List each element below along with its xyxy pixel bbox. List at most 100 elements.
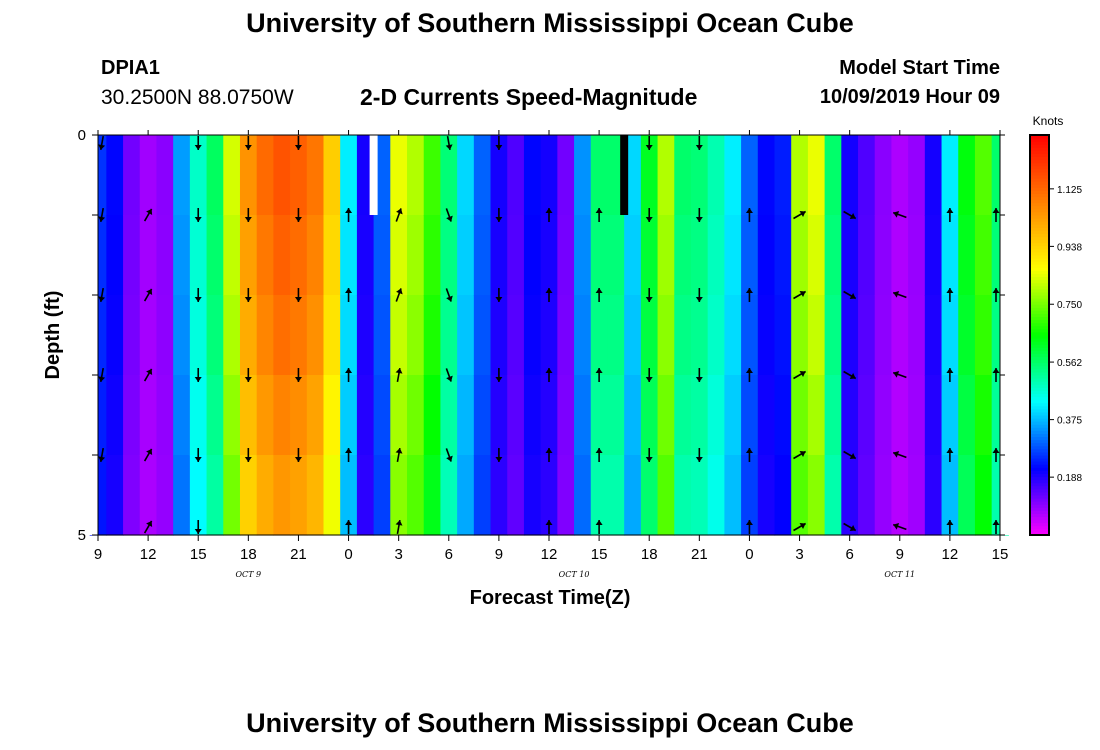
colorbar-unit: Knots (1033, 114, 1064, 128)
current-arrow (793, 290, 807, 300)
heatmap-cell (724, 215, 742, 296)
heatmap-cell (223, 295, 241, 376)
colorbar-segment (1030, 470, 1049, 474)
colorbar-segment (1030, 171, 1049, 176)
heatmap-cell (423, 135, 442, 216)
heatmap-cell (607, 375, 625, 456)
heatmap-cell (757, 455, 776, 536)
colorbar-segment (1030, 279, 1049, 284)
heatmap-cell (490, 135, 508, 216)
heatmap-cell (640, 375, 659, 456)
date-label: OCT 10 (559, 570, 590, 579)
heatmap-cell (156, 295, 174, 376)
heatmap-cell (924, 295, 943, 376)
heatmap-cell (123, 375, 141, 456)
current-arrow (595, 368, 603, 382)
plot-mask-right (1000, 135, 1012, 535)
current-arrow (545, 288, 553, 302)
x-tick-label: 9 (896, 546, 904, 563)
heatmap-cell (774, 215, 792, 296)
y-tick-label: 5 (78, 527, 86, 544)
heatmap-cell (340, 455, 358, 536)
heatmap-cell (523, 215, 542, 296)
colorbar-segment (1030, 233, 1049, 238)
heatmap-cell (824, 455, 842, 536)
heatmap-cell (791, 295, 809, 376)
current-arrow (595, 288, 603, 302)
heatmap-cell (273, 455, 291, 536)
colorbar-segment (1030, 168, 1049, 173)
heatmap-cell (457, 375, 475, 456)
heatmap-cell (156, 375, 174, 456)
current-arrow (345, 520, 353, 534)
heatmap-cell (106, 215, 124, 296)
heatmap-cell (858, 135, 876, 216)
colorbar-segment (1030, 261, 1049, 265)
colorbar-segment (1030, 248, 1049, 253)
current-arrow (244, 288, 252, 302)
current-arrow (645, 208, 653, 222)
colorbar-segment (1030, 273, 1049, 278)
heatmap-cell (958, 215, 976, 296)
heatmap-cell (690, 295, 709, 376)
colorbar-segment (1030, 461, 1049, 465)
current-arrow (946, 520, 954, 534)
colorbar-segment (1030, 405, 1049, 410)
heatmap-cell (323, 135, 341, 216)
colorbar-segment (1030, 141, 1049, 145)
colorbar-segment (1030, 519, 1049, 524)
heatmap-cell (757, 295, 776, 376)
current-arrow (793, 210, 807, 220)
colorbar-segment (1030, 150, 1049, 154)
heatmap-cell (507, 135, 525, 216)
heatmap-cell (724, 455, 742, 536)
colorbar-segment (1030, 507, 1049, 511)
heatmap-cell (239, 455, 258, 536)
current-arrow (294, 208, 302, 222)
current-arrow (892, 451, 907, 459)
heatmap-cell (824, 295, 842, 376)
heatmap-cell (891, 455, 909, 536)
heatmap-cell (574, 135, 592, 216)
colorbar-tick-label: 1.125 (1057, 185, 1082, 196)
current-arrow (345, 448, 353, 462)
colorbar-segment (1030, 418, 1049, 422)
heatmap-cell (173, 215, 191, 296)
heatmap-cell (206, 455, 224, 536)
heatmap-cell (908, 295, 926, 376)
heatmap-cell (707, 215, 725, 296)
colorbar-segment (1030, 236, 1049, 241)
current-arrow (745, 448, 753, 462)
heatmap-cell (908, 215, 926, 296)
colorbar-segment (1030, 430, 1049, 434)
heatmap-cell (841, 215, 859, 296)
x-tick-label: 21 (290, 546, 307, 563)
heatmap-cell (340, 295, 358, 376)
current-arrow (992, 520, 1000, 534)
colorbar-segment (1030, 433, 1049, 438)
colorbar-segment (1030, 307, 1049, 311)
heatmap-cell (824, 375, 842, 456)
heatmap-cell (323, 215, 341, 296)
heatmap-cell (841, 135, 859, 216)
heatmap-cell (407, 215, 425, 296)
heatmap-cell (189, 375, 208, 456)
heatmap-cell (674, 295, 692, 376)
colorbar-segment (1030, 393, 1049, 398)
colorbar-segment (1030, 227, 1049, 231)
heatmap-cell (607, 455, 625, 536)
page-title: University of Southern Mississippi Ocean… (246, 8, 854, 38)
x-tick-label: 15 (591, 546, 608, 563)
colorbar-segment (1030, 365, 1049, 370)
heatmap-cell (791, 375, 809, 456)
heatmap-cell (490, 215, 508, 296)
x-tick-label: 18 (240, 546, 257, 563)
colorbar-segment (1030, 427, 1049, 431)
heatmap-cell (707, 135, 725, 216)
current-arrow (992, 448, 1000, 462)
colorbar-tick-label: 0.562 (1057, 358, 1082, 369)
colorbar-segment (1030, 196, 1049, 201)
current-arrow (345, 368, 353, 382)
colorbar-segment (1030, 421, 1049, 425)
